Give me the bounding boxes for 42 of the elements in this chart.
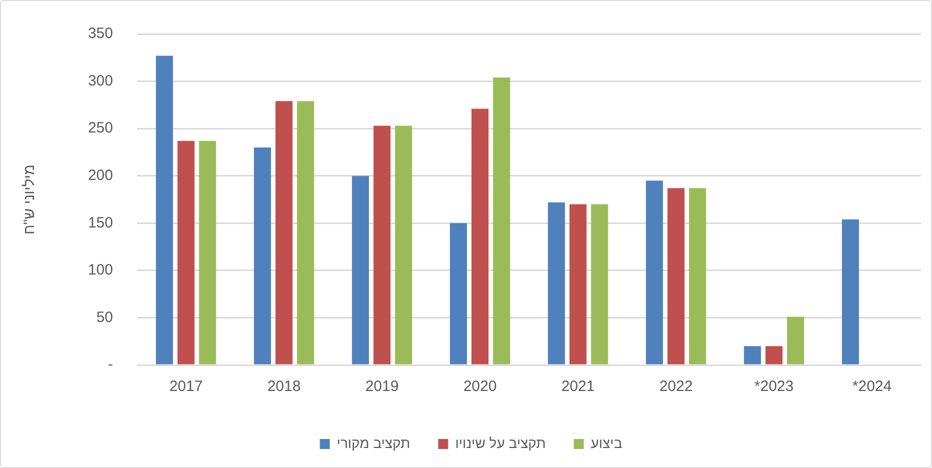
bar xyxy=(744,346,761,364)
bar xyxy=(569,204,587,364)
legend-label: ביצוע xyxy=(590,434,622,451)
y-axis-title: מיליוני ש"ח xyxy=(21,164,38,234)
x-tick-label: 2019 xyxy=(365,378,399,396)
bar xyxy=(493,78,510,364)
x-tick-label: *2023 xyxy=(754,378,794,396)
bar xyxy=(591,204,608,364)
bar xyxy=(450,223,467,364)
bar xyxy=(297,101,314,364)
bar xyxy=(199,140,216,364)
y-tick-label: 350 xyxy=(88,25,113,42)
y-tick-label: 250 xyxy=(88,120,113,137)
x-tick-label: 2022 xyxy=(659,378,693,396)
x-tick-label: 2021 xyxy=(561,378,595,396)
y-tick-label: 300 xyxy=(88,72,113,90)
x-tick-label: 2018 xyxy=(267,378,301,396)
bar xyxy=(842,219,859,364)
bar xyxy=(787,316,804,364)
bar xyxy=(156,56,173,364)
x-tick-label: *2024 xyxy=(852,378,892,396)
bar xyxy=(646,180,663,364)
bar xyxy=(548,202,565,364)
bar xyxy=(254,147,271,364)
bar xyxy=(395,126,412,364)
x-tick-label: 2020 xyxy=(463,378,497,396)
bar xyxy=(765,346,783,364)
x-tick-label: 2017 xyxy=(169,378,203,396)
y-tick-label: 100 xyxy=(88,262,113,279)
bar xyxy=(689,188,706,364)
bar xyxy=(275,101,293,364)
legend-label: תקציב מקורי xyxy=(336,434,410,451)
bar xyxy=(373,126,391,364)
bar xyxy=(177,140,195,364)
bar xyxy=(667,188,685,364)
y-tick-label: 50 xyxy=(96,308,113,326)
legend-label: תקציב על שינויו xyxy=(455,434,546,451)
y-tick-label: - xyxy=(108,356,113,374)
y-tick-label: 200 xyxy=(88,167,113,184)
bar xyxy=(471,108,489,364)
bar xyxy=(352,176,369,364)
y-tick-label: 150 xyxy=(88,214,113,232)
